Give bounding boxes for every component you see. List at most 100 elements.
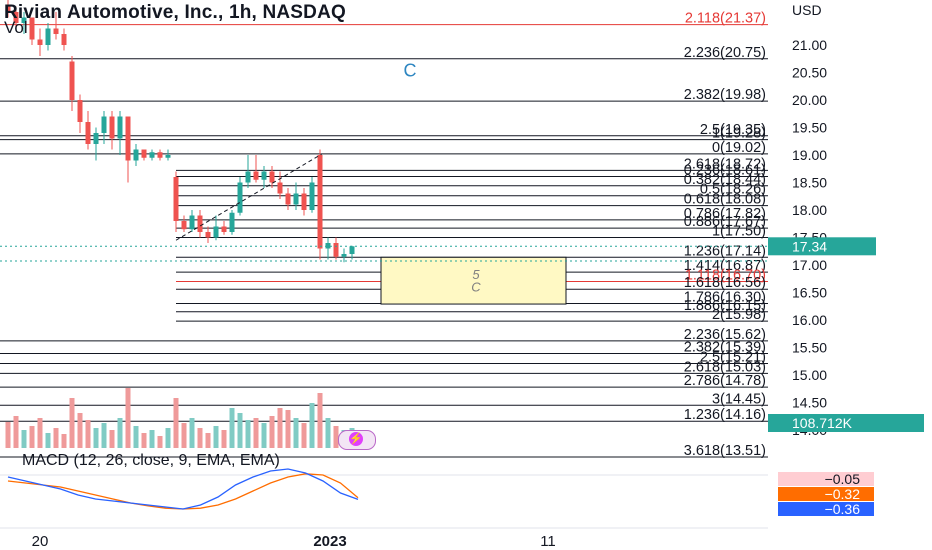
fib-label: 1.414(16.87) (684, 258, 766, 274)
candle-body (325, 243, 331, 249)
macd-line (7, 468, 359, 510)
candle-body (45, 28, 51, 45)
macd-value-badge (778, 472, 874, 486)
volume-bar (197, 428, 203, 448)
candle-body (221, 226, 227, 232)
lightning-icon[interactable]: ⚡ (338, 430, 376, 450)
volume-bar (325, 418, 331, 448)
volume-bar (109, 430, 115, 448)
volume-label: Vol (4, 18, 28, 37)
candle-body (301, 193, 307, 210)
volume-bar (189, 418, 195, 448)
fib-label: 0.382(18.44) (684, 172, 766, 188)
current-volume-badge (768, 414, 924, 432)
candle-body (101, 116, 107, 133)
volume-bar (165, 428, 171, 448)
candle-body (109, 116, 115, 139)
candle-body (141, 149, 147, 158)
fib-label: 2.618(15.03) (684, 359, 766, 375)
candle-body (205, 232, 211, 238)
candle-body (125, 116, 131, 161)
fib-label: 1.236(17.14) (684, 243, 766, 259)
volume-bar (285, 410, 291, 448)
volume-bar (221, 430, 227, 448)
volume-bar (293, 418, 299, 448)
candle-body (317, 155, 323, 249)
macd-value-label: −0.05 (825, 471, 861, 487)
candle-body (213, 226, 219, 238)
volume-bar (261, 423, 267, 448)
fib-label: 0.236(18.61) (684, 162, 766, 178)
fib-level-lines (0, 24, 768, 458)
fib-label: 1.236(14.16) (684, 407, 766, 423)
fib-label: 0.618(18.08) (684, 192, 766, 208)
x-tick-label: 11 (540, 533, 556, 550)
candle-body (69, 61, 75, 100)
y-tick-label: 18.00 (792, 202, 827, 218)
fib-label: 1.618(16.56) (684, 275, 766, 291)
fib-label: 1.886(16.15) (684, 298, 766, 314)
macd-pane: −0.05−0.32−0.36 (0, 468, 874, 517)
fib-label: 2.5(15.21) (700, 349, 766, 365)
candle-body (37, 39, 43, 45)
y-tick-label: 14.50 (792, 395, 827, 411)
candle-body (5, 6, 11, 12)
volume-bar (5, 422, 11, 448)
trend-line (175, 153, 323, 241)
volume-bar (77, 413, 83, 448)
volume-bar (125, 388, 131, 448)
volume-bar (333, 426, 339, 448)
volume-bar (269, 416, 275, 448)
candle-body (61, 34, 67, 45)
volume-bar (245, 420, 251, 448)
volume-bar (69, 398, 75, 448)
candle-body (269, 171, 275, 183)
macd-value-label: −0.36 (825, 501, 861, 517)
candle-body (53, 28, 59, 34)
volume-bars (5, 388, 355, 448)
wave-c-small-label: C (471, 279, 481, 294)
fib-label: 1(19.28) (712, 126, 766, 142)
fib-label: 1(17.50) (712, 224, 766, 240)
current-volume-label: 108.712K (792, 415, 853, 431)
y-tick-label: 20.00 (792, 92, 827, 108)
candle-body (93, 133, 99, 144)
volume-bar (13, 416, 19, 448)
current-price-label: 17.34 (792, 238, 827, 254)
macd-value-badge (778, 487, 874, 501)
volume-bar (45, 433, 51, 448)
volume-bar (53, 428, 59, 448)
time-axis[interactable]: 20 2023 11 (0, 527, 768, 550)
y-tick-label: 18.50 (792, 175, 827, 191)
volume-bar (21, 430, 27, 448)
volume-bar (149, 430, 155, 448)
volume-bar (309, 403, 315, 448)
macd-indicator-label[interactable]: MACD (12, 26, close, 9, EMA, EMA) (22, 452, 280, 469)
candle-body (85, 122, 91, 144)
fib-label: 2.618(18.72) (684, 156, 766, 172)
volume-bar (101, 423, 107, 448)
volume-bar (229, 408, 235, 448)
volume-bar (29, 426, 35, 448)
fib-label: 1.118(16.70) (685, 268, 766, 284)
candle-body (253, 171, 259, 180)
fib-label: 2(15.98) (712, 307, 766, 323)
candle-body (173, 177, 179, 221)
macd-value-label: −0.32 (825, 486, 861, 502)
fib-label: 2.5(19.35) (700, 122, 766, 138)
volume-bar (181, 423, 187, 448)
fib-label: 3(14.45) (712, 391, 766, 407)
wave-c-label: C (404, 61, 417, 81)
y-tick-label: 19.50 (792, 120, 827, 136)
candle-body (261, 171, 267, 180)
candlesticks (5, 0, 355, 263)
y-tick-label: 15.00 (792, 367, 827, 383)
candle-body (333, 243, 339, 257)
volume-bar (237, 413, 243, 448)
price-axis[interactable]: 21.0020.5020.0019.5019.0018.5018.0017.50… (768, 37, 924, 438)
volume-bar (317, 393, 323, 448)
candle-body (21, 17, 27, 23)
candle-body (181, 221, 187, 230)
candle-body (245, 171, 251, 183)
